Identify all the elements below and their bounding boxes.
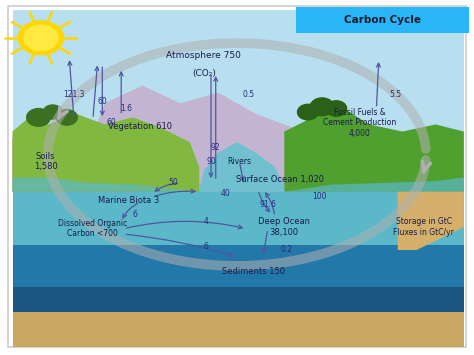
Circle shape bbox=[24, 25, 58, 50]
Polygon shape bbox=[199, 142, 284, 192]
Text: 4: 4 bbox=[204, 217, 209, 226]
Circle shape bbox=[326, 101, 346, 116]
Text: 50: 50 bbox=[168, 178, 178, 187]
FancyBboxPatch shape bbox=[8, 6, 466, 347]
Text: (CO₂): (CO₂) bbox=[192, 69, 216, 78]
Text: 92: 92 bbox=[211, 143, 220, 152]
Circle shape bbox=[298, 104, 318, 120]
Text: Sediments 150: Sediments 150 bbox=[222, 267, 285, 276]
Text: 60: 60 bbox=[107, 118, 117, 127]
Text: 91.6: 91.6 bbox=[259, 200, 276, 208]
Text: Dissolved Organic
Carbon <700: Dissolved Organic Carbon <700 bbox=[58, 219, 128, 239]
FancyBboxPatch shape bbox=[12, 10, 464, 192]
Polygon shape bbox=[12, 178, 464, 192]
Text: Deep Ocean
38,100: Deep Ocean 38,100 bbox=[258, 217, 310, 237]
FancyBboxPatch shape bbox=[12, 312, 464, 347]
Text: Vegetation 610: Vegetation 610 bbox=[108, 122, 172, 131]
Text: Soils
1,580: Soils 1,580 bbox=[34, 152, 57, 171]
Text: 121.3: 121.3 bbox=[63, 90, 85, 99]
FancyBboxPatch shape bbox=[296, 7, 469, 33]
Polygon shape bbox=[72, 86, 322, 192]
Text: 0.2: 0.2 bbox=[281, 246, 292, 255]
Polygon shape bbox=[284, 107, 464, 192]
Text: Carbon Cycle: Carbon Cycle bbox=[344, 15, 421, 25]
Text: 0.5: 0.5 bbox=[243, 90, 255, 99]
Circle shape bbox=[18, 21, 64, 55]
Text: 90: 90 bbox=[206, 157, 216, 166]
Circle shape bbox=[56, 110, 77, 125]
Text: Rivers: Rivers bbox=[228, 157, 251, 166]
FancyBboxPatch shape bbox=[12, 183, 464, 250]
Text: 6: 6 bbox=[133, 210, 138, 219]
FancyBboxPatch shape bbox=[12, 245, 464, 293]
Text: 1.6: 1.6 bbox=[120, 104, 132, 113]
Polygon shape bbox=[398, 192, 464, 250]
Polygon shape bbox=[12, 114, 199, 192]
Text: Fossil Fuels &
Cement Production
4,000: Fossil Fuels & Cement Production 4,000 bbox=[323, 108, 397, 138]
Circle shape bbox=[43, 105, 62, 119]
Text: 40: 40 bbox=[220, 189, 230, 198]
Text: 60: 60 bbox=[98, 97, 107, 106]
Text: 6: 6 bbox=[204, 242, 209, 251]
Text: 100: 100 bbox=[312, 192, 327, 201]
FancyBboxPatch shape bbox=[12, 287, 464, 317]
Text: Storage in GtC
Fluxes in GtC/yr: Storage in GtC Fluxes in GtC/yr bbox=[393, 217, 454, 237]
Text: 5.5: 5.5 bbox=[389, 90, 401, 99]
Circle shape bbox=[310, 98, 334, 116]
Text: Atmosphere 750: Atmosphere 750 bbox=[166, 51, 241, 60]
Polygon shape bbox=[12, 128, 199, 192]
Text: Marine Biota 3: Marine Biota 3 bbox=[98, 196, 159, 205]
Text: Surface Ocean 1,020: Surface Ocean 1,020 bbox=[236, 175, 324, 184]
Circle shape bbox=[27, 109, 50, 126]
